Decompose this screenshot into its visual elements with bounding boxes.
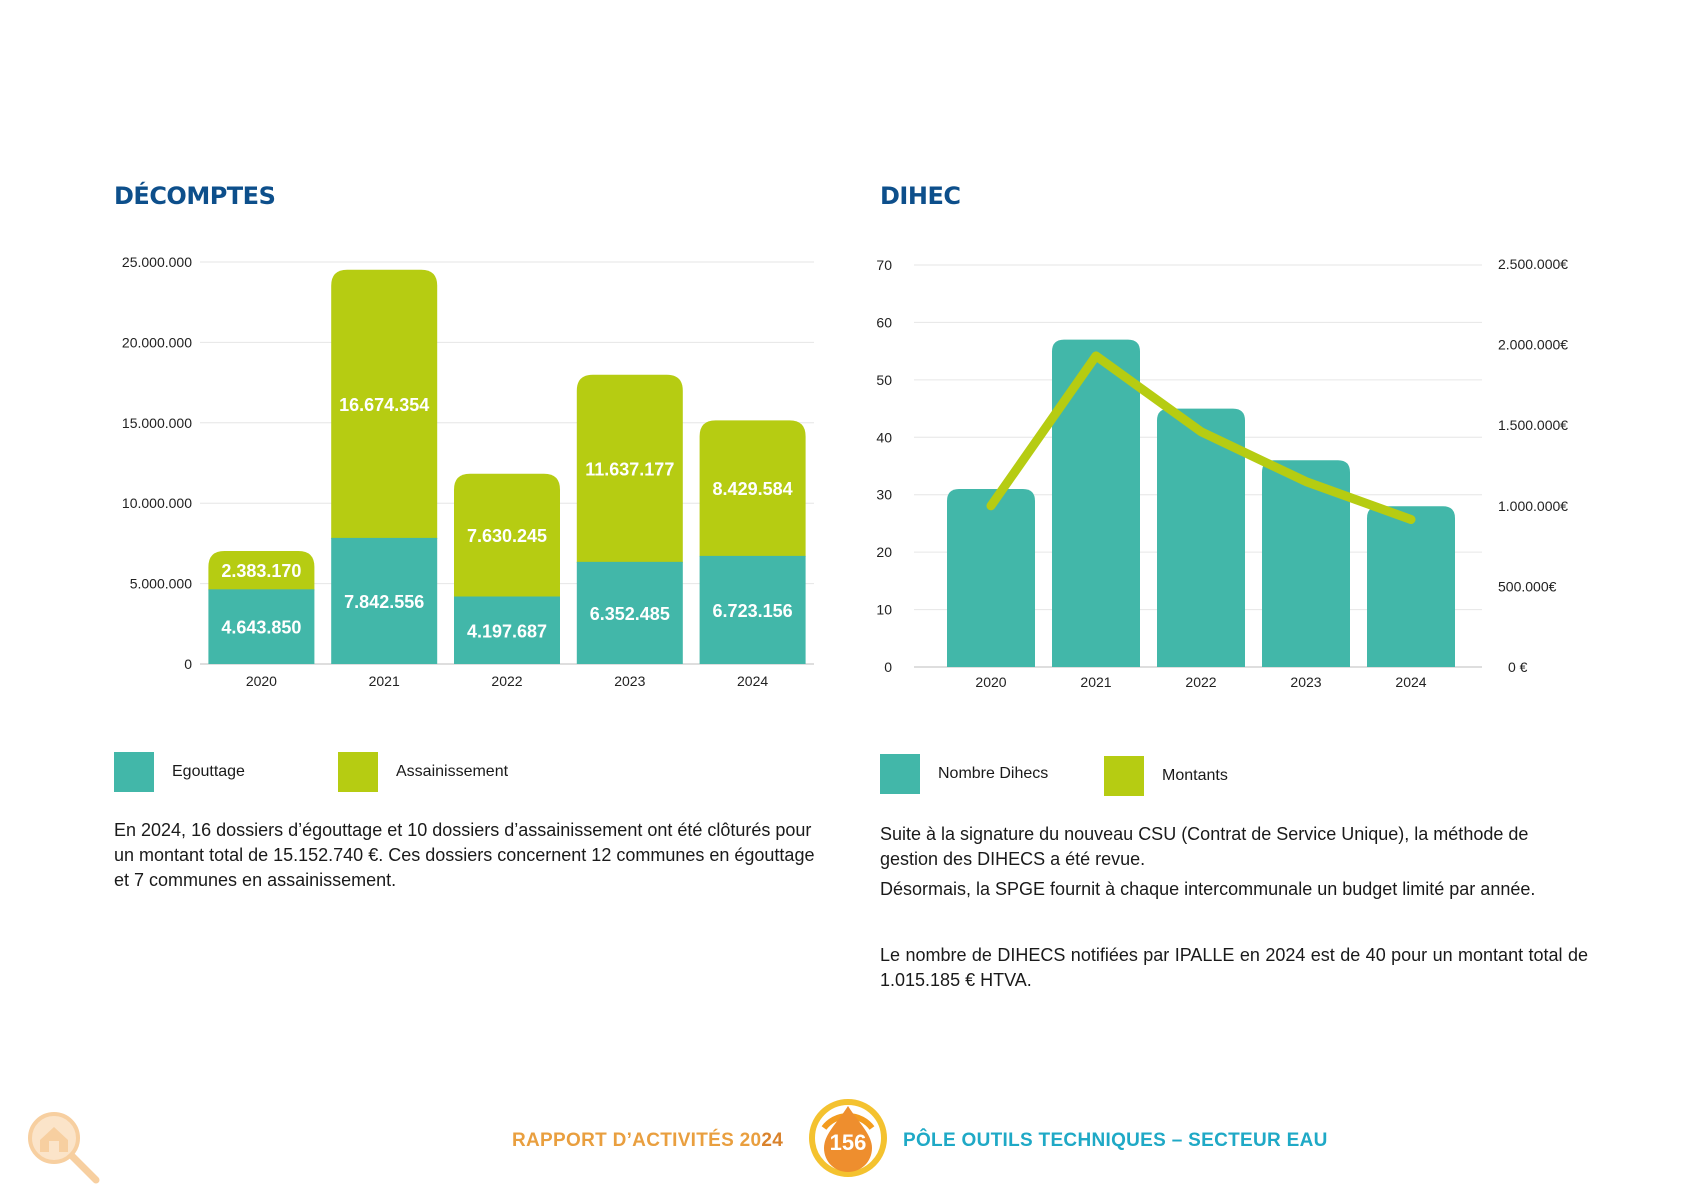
x-tick-label: 2021 [1080, 674, 1111, 690]
bar-nombre-dihecs [1157, 408, 1245, 667]
legend-swatch-nombre-dihecs [880, 754, 920, 794]
y-tick-label: 15.000.000 [122, 415, 192, 431]
x-tick-label: 2020 [246, 673, 277, 689]
x-tick-label: 2020 [975, 674, 1006, 690]
x-tick-label: 2023 [1290, 674, 1321, 690]
house-search-icon [28, 1112, 100, 1184]
x-tick-label: 2022 [1185, 674, 1216, 690]
bar-egouttage [331, 537, 438, 664]
legend-label-egouttage: Egouttage [172, 763, 245, 780]
y-tick-label: 20.000.000 [122, 334, 192, 350]
y-right-tick-label: 1.000.000€ [1498, 498, 1568, 514]
bar-assainissement [576, 374, 683, 563]
y-left-tick-label: 20 [876, 544, 892, 560]
dihec-paragraph-2: Désormais, la SPGE fournit à chaque inte… [880, 879, 1536, 899]
bar-nombre-dihecs [947, 488, 1035, 667]
y-tick-label: 25.000.000 [122, 254, 192, 270]
data-label-egouttage: 4.643.850 [221, 618, 301, 638]
bar-nombre-dihecs [1262, 460, 1350, 667]
footer-section-title: PÔLE OUTILS TECHNIQUES – SECTEUR EAU [903, 1130, 1328, 1151]
footer-report-title: RAPPORT D’ACTIVITÉS 2024 [512, 1130, 783, 1152]
y-left-tick-label: 50 [876, 372, 892, 388]
y-right-tick-label: 1.500.000€ [1498, 417, 1568, 433]
legend-swatch-assainissement [338, 752, 378, 792]
bar-nombre-dihecs [1367, 506, 1455, 667]
legend-item-montants: Montants [1104, 756, 1228, 796]
y-right-tick-label: 0 € [1508, 659, 1528, 675]
legend-label-nombre-dihecs: Nombre Dihecs [938, 765, 1049, 782]
dihec-paragraph-3: Le nombre de DIHECS notifiées par IPALLE… [880, 945, 1588, 990]
legend-swatch-egouttage [114, 752, 154, 792]
y-tick-label: 5.000.000 [130, 576, 192, 592]
decomptes-title: DÉCOMPTES [114, 182, 276, 210]
y-right-tick-label: 500.000€ [1498, 578, 1557, 594]
data-label-assainissement: 2.383.170 [221, 561, 301, 581]
line-montants [986, 351, 1416, 525]
legend-label-montants: Montants [1162, 767, 1228, 784]
x-tick-label: 2024 [737, 673, 768, 689]
legend-item-nombre-dihecs: Nombre Dihecs [880, 754, 1048, 794]
data-label-egouttage: 6.723.156 [713, 601, 793, 621]
y-left-tick-label: 10 [876, 602, 892, 618]
legend-swatch-montants [1104, 756, 1144, 796]
data-label-assainissement: 11.637.177 [585, 459, 674, 479]
x-tick-label: 2023 [614, 673, 645, 689]
bar-egouttage [576, 561, 683, 664]
y-right-tick-label: 2.500.000€ [1498, 256, 1568, 272]
legend-label-assainissement: Assainissement [396, 763, 509, 780]
y-left-tick-label: 60 [876, 314, 892, 330]
dihec-paragraph-1: Suite à la signature du nouveau CSU (Con… [880, 824, 1529, 869]
water-drop-icon: 156 [809, 1099, 887, 1177]
x-tick-label: 2021 [369, 673, 400, 689]
dihec-title: DIHEC [880, 182, 961, 210]
footer-report-year-suffix: 24 [761, 1130, 784, 1151]
data-label-assainissement: 7.630.245 [467, 526, 547, 546]
dihec-chart: 0 10 20 30 40 50 60 70 0 € 500.000€ 1.000.000€ 1.50… [876, 256, 1568, 690]
decomptes-chart: 0 5.000.000 10.000.000 15.000.000 20.000.000… [122, 254, 814, 689]
decomptes-description: En 2024, 16 dossiers d’égouttage et 10 d… [114, 820, 815, 890]
y-left-tick-label: 0 [884, 659, 892, 675]
y-tick-label: 10.000.000 [122, 495, 192, 511]
bar-nombre-dihecs [1052, 339, 1140, 667]
legend-item-egouttage: Egouttage [114, 752, 245, 792]
bar-assainissement [699, 420, 806, 557]
data-label-egouttage: 4.197.687 [467, 621, 547, 641]
bar-assainissement [331, 269, 438, 539]
legend-item-assainissement: Assainissement [338, 752, 508, 792]
y-left-tick-label: 40 [876, 429, 892, 445]
page-number: 156 [830, 1130, 867, 1155]
footer-report-prefix: RAPPORT D’ACTIVITÉS 20 [512, 1130, 762, 1151]
bar-egouttage [454, 596, 560, 664]
data-label-assainissement: 16.674.354 [339, 395, 429, 415]
bar-assainissement [208, 551, 315, 591]
x-tick-label: 2024 [1395, 674, 1426, 690]
y-left-tick-label: 70 [876, 257, 892, 273]
y-right-tick-label: 2.000.000€ [1498, 337, 1568, 353]
data-label-egouttage: 6.352.485 [590, 604, 670, 624]
bar-egouttage [208, 589, 315, 664]
x-tick-label: 2022 [491, 673, 522, 689]
bar-assainissement [454, 473, 560, 598]
y-tick-label: 0 [184, 656, 192, 672]
y-left-tick-label: 30 [876, 487, 892, 503]
bar-egouttage [699, 555, 806, 664]
data-label-assainissement: 8.429.584 [713, 479, 793, 499]
data-label-egouttage: 7.842.556 [344, 592, 424, 612]
